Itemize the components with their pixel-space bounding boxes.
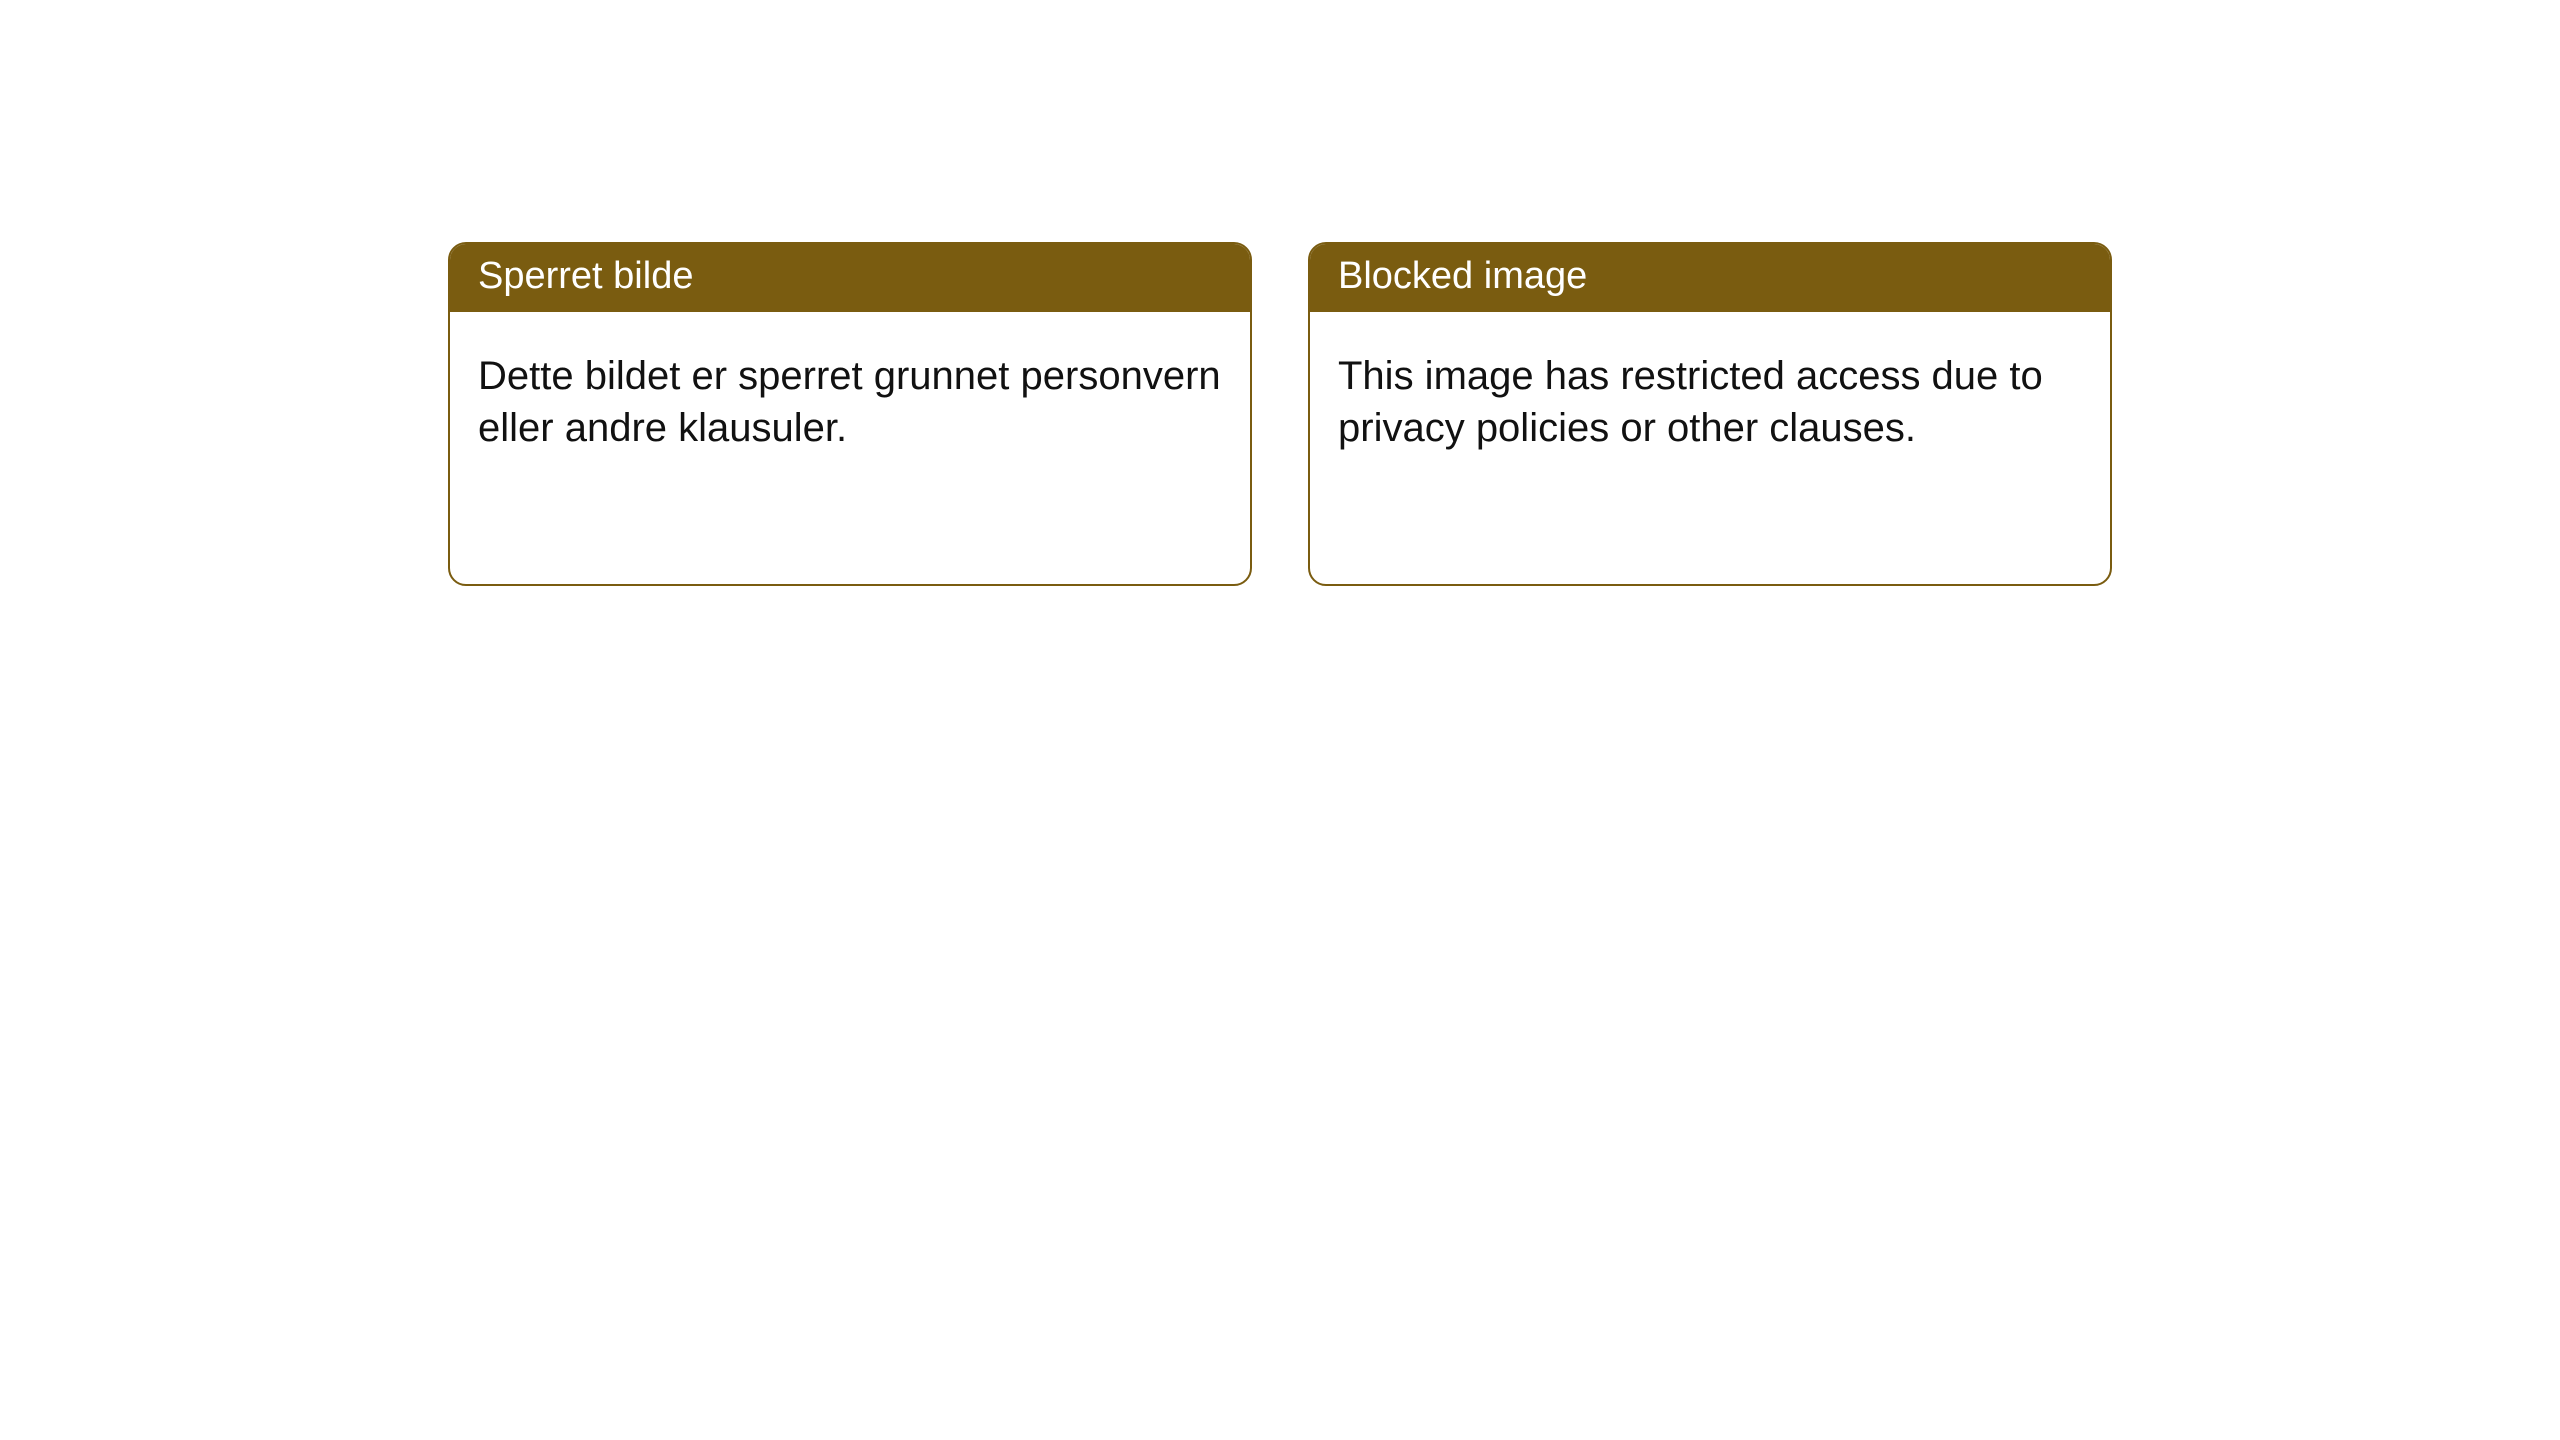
card-body-text: Dette bildet er sperret grunnet personve… [478, 354, 1221, 451]
notice-container: Sperret bilde Dette bildet er sperret gr… [0, 0, 2560, 586]
card-header: Sperret bilde [450, 244, 1250, 312]
card-body-text: This image has restricted access due to … [1338, 354, 2043, 451]
card-title: Sperret bilde [478, 255, 693, 297]
card-body: This image has restricted access due to … [1310, 312, 2110, 584]
notice-card-norwegian: Sperret bilde Dette bildet er sperret gr… [448, 242, 1252, 586]
card-header: Blocked image [1310, 244, 2110, 312]
card-title: Blocked image [1338, 255, 1587, 297]
notice-card-english: Blocked image This image has restricted … [1308, 242, 2112, 586]
card-body: Dette bildet er sperret grunnet personve… [450, 312, 1250, 584]
